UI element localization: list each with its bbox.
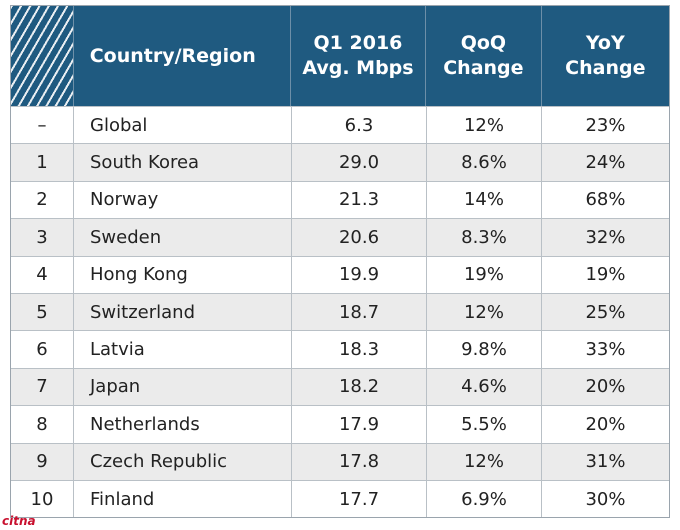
table-cell: 25% xyxy=(541,293,669,331)
header-row: –Country/Region Q1 2016 Avg. Mbps QoQ Change… xyxy=(11,6,669,106)
header-text: Change xyxy=(443,57,524,79)
table-cell: Finland xyxy=(73,480,291,518)
table-cell: 31% xyxy=(541,443,669,480)
table-cell: Sweden xyxy=(73,219,291,256)
table-cell: 33% xyxy=(541,331,669,368)
table-cell: 19% xyxy=(541,256,669,293)
table-row: – Global 6.3 12% 23% xyxy=(11,106,669,144)
table-cell: 20% xyxy=(541,406,669,443)
table-row: 6 Latvia 18.3 9.8% 33% xyxy=(11,330,669,368)
table-cell: Global xyxy=(73,107,291,144)
table-cell: South Korea xyxy=(73,144,291,181)
table-cell: Hong Kong xyxy=(73,256,291,293)
table-cell: 8 xyxy=(36,413,48,435)
header-cell: YoY Change xyxy=(540,6,669,106)
table-cell: 9 xyxy=(36,451,48,473)
table-cell: 17.9 xyxy=(291,406,426,443)
table-cell: 6.9% xyxy=(426,480,541,518)
table-cell: Czech Republic xyxy=(73,443,291,480)
table-cell: 5.5% xyxy=(426,406,541,443)
table-cell: Norway xyxy=(73,181,291,219)
table-cell: 21.3 xyxy=(291,181,426,219)
table-cell: 8.6% xyxy=(426,144,541,181)
table-cell: 12% xyxy=(426,293,541,331)
table-cell: – xyxy=(37,114,47,136)
header-text: Q1 2016 xyxy=(313,32,403,54)
table-row: 5 Switzerland 18.7 12% 25% xyxy=(11,292,669,331)
table-cell: Japan xyxy=(73,368,291,406)
table-row: 7 Japan 18.2 4.6% 20% xyxy=(11,367,669,406)
table-cell: Switzerland xyxy=(73,293,291,331)
table-row: 4 Hong Kong 19.9 19% 19% xyxy=(11,255,669,293)
table-cell: 9.8% xyxy=(426,331,541,368)
table-cell: 23% xyxy=(541,107,669,144)
table-cell: 4 xyxy=(36,264,48,286)
table-cell: 10 xyxy=(30,488,54,510)
table-row: 3 Sweden 20.6 8.3% 32% xyxy=(11,218,669,256)
table-row: 10 Finland 17.7 6.9% 30% xyxy=(11,479,669,518)
table-cell: 12% xyxy=(426,107,541,144)
table-cell: 18.2 xyxy=(291,368,426,406)
table-cell: 4.6% xyxy=(426,368,541,406)
table-cell: 29.0 xyxy=(291,144,426,181)
table-cell: 3 xyxy=(36,226,48,248)
table-cell: 18.7 xyxy=(291,293,426,331)
table-cell: 6.3 xyxy=(291,107,426,144)
table-cell: 19% xyxy=(426,256,541,293)
header-cell: Q1 2016 Avg. Mbps xyxy=(289,6,425,106)
table-cell: 20% xyxy=(541,368,669,406)
watermark: citna xyxy=(2,514,36,528)
table-cell: Latvia xyxy=(73,331,291,368)
table-cell: 19.9 xyxy=(291,256,426,293)
header-cell: QoQ Change xyxy=(425,6,540,106)
table-cell: 17.8 xyxy=(291,443,426,480)
table-cell: 30% xyxy=(541,480,669,518)
table-cell: 8.3% xyxy=(426,219,541,256)
header-text: YoY xyxy=(585,32,625,54)
table-cell: 68% xyxy=(541,181,669,219)
header-cell: – xyxy=(11,6,73,106)
table-cell: 18.3 xyxy=(291,331,426,368)
table-cell: 7 xyxy=(36,376,48,398)
header-text: QoQ xyxy=(460,32,507,54)
header-text: Change xyxy=(565,57,646,79)
table-cell: 1 xyxy=(36,152,48,174)
header-text: Country/Region xyxy=(89,44,256,67)
table-cell: 17.7 xyxy=(291,480,426,518)
table-row: 1 South Korea 29.0 8.6% 24% xyxy=(11,143,669,181)
table-cell: 14% xyxy=(426,181,541,219)
table-row: 9 Czech Republic 17.8 12% 31% xyxy=(11,442,669,480)
table-cell: Netherlands xyxy=(73,406,291,443)
header-text: Avg. Mbps xyxy=(302,57,414,79)
table-cell: 32% xyxy=(541,219,669,256)
table-cell: 12% xyxy=(426,443,541,480)
table-row: 8 Netherlands 17.9 5.5% 20% xyxy=(11,405,669,443)
table-cell: 24% xyxy=(541,144,669,181)
table-cell: 2 xyxy=(36,189,48,211)
header-cell: Country/Region xyxy=(72,6,290,106)
table-cell: 20.6 xyxy=(291,219,426,256)
table-row: 2 Norway 21.3 14% 68% xyxy=(11,180,669,219)
table-cell: 5 xyxy=(36,301,48,323)
table-cell: 6 xyxy=(36,339,48,361)
